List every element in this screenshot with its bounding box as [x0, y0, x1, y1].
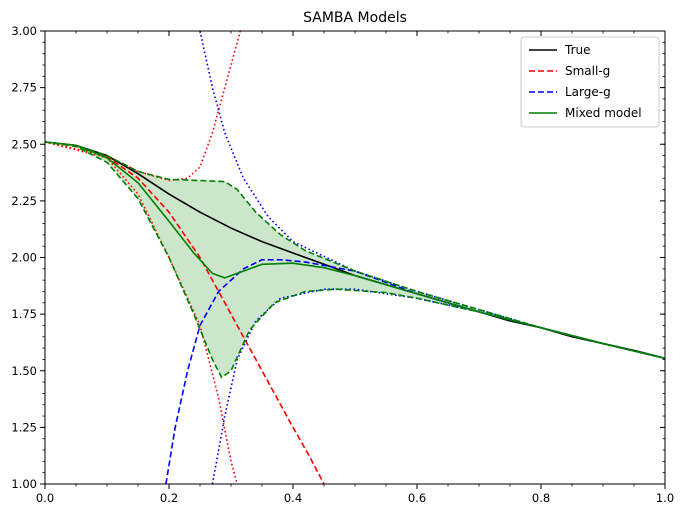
- y-tick-label: 2.75: [11, 81, 37, 95]
- legend-label: Large-g: [565, 85, 611, 99]
- y-tick-label: 2.00: [11, 251, 37, 265]
- series-line-small-g-upper-bound: [45, 31, 242, 182]
- x-tick-label: 0.4: [284, 491, 302, 505]
- legend-label: Small-g: [565, 64, 610, 78]
- chart-title: SAMBA Models: [303, 10, 407, 26]
- x-tick-label: 0.2: [160, 491, 178, 505]
- legend-label: True: [564, 43, 591, 57]
- x-tick-label: 0.6: [408, 491, 426, 505]
- series-line-true: [45, 141, 665, 360]
- y-tick-label: 1.50: [11, 364, 37, 378]
- series-line-mixed-upper-bound: [45, 141, 665, 360]
- y-tick-label: 1.75: [11, 307, 37, 321]
- y-tick-label: 1.25: [11, 420, 37, 434]
- legend: True Small-g Large-g Mixed model: [520, 36, 660, 128]
- plot-area: [45, 31, 665, 484]
- legend-box: [520, 36, 660, 128]
- axis-ticks: 0.0 0.2 0.4 0.6 0.8 1.0 1.00 1.25 1.50 1.75 2.00 2.…: [11, 24, 674, 505]
- y-tick-label: 3.00: [11, 24, 37, 38]
- legend-label: Mixed model: [565, 106, 642, 120]
- series-line-mixed-lower-bound: [45, 141, 665, 379]
- x-tick-label: 0.8: [532, 491, 550, 505]
- series-line-large-g-lower-bound: [211, 288, 665, 484]
- y-tick-label: 1.00: [11, 477, 37, 491]
- y-tick-label: 2.25: [11, 194, 37, 208]
- series-line-small-g: [45, 141, 325, 484]
- x-tick-label: 1.0: [656, 491, 674, 505]
- y-tick-label: 2.50: [11, 137, 37, 151]
- x-tick-label: 0.0: [36, 491, 54, 505]
